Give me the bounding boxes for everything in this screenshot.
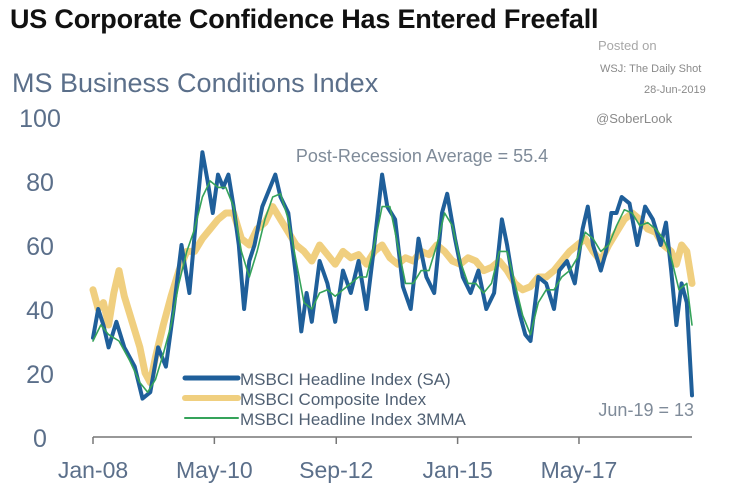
x-tick-label: Sep-12 <box>299 457 373 483</box>
y-tick-label: 20 <box>26 361 54 389</box>
x-tick-label: Jan-15 <box>422 457 492 483</box>
x-tick-label: Jan-08 <box>58 457 128 483</box>
y-tick-label: 40 <box>26 297 54 325</box>
y-tick-label: 60 <box>26 233 54 261</box>
series-line-mma3 <box>92 180 693 393</box>
source-handle: @SoberLook <box>596 111 673 126</box>
source-outlet: WSJ: The Daily Shot <box>600 63 702 75</box>
y-tick-label: 80 <box>26 169 54 197</box>
x-tick-label: May-17 <box>541 457 618 483</box>
series-line-composite <box>89 203 696 387</box>
legend-label: MSBCI Composite Index <box>240 390 427 409</box>
average-annotation: Post-Recession Average = 55.4 <box>296 146 548 166</box>
source-date: 28-Jun-2019 <box>644 84 706 96</box>
legend-label: MSBCI Headline Index (SA) <box>240 370 451 389</box>
latest-value-annotation: Jun-19 = 13 <box>598 400 694 420</box>
chart-subtitle: MS Business Conditions Index <box>12 68 379 98</box>
x-tick-label: May-10 <box>176 457 253 483</box>
legend-label: MSBCI Headline Index 3MMA <box>240 410 466 429</box>
series-line-headline_sa <box>91 150 694 401</box>
chart-headline: US Corporate Confidence Has Entered Free… <box>10 4 599 34</box>
y-tick-label: 0 <box>33 425 47 453</box>
source-posted-label: Posted on <box>598 38 657 53</box>
y-tick-label: 100 <box>19 105 61 133</box>
